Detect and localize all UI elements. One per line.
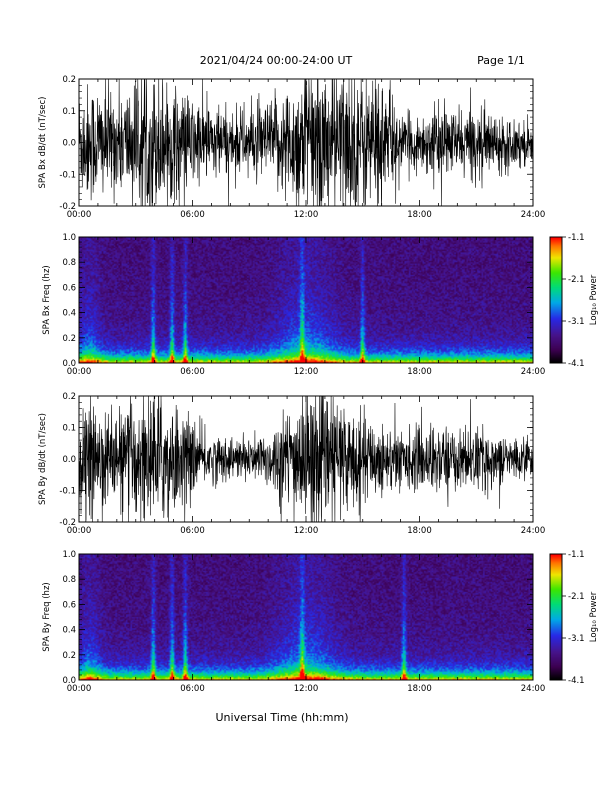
colorbar-tick-label: -2.1	[568, 275, 585, 285]
y-tick-label: 1.0	[62, 233, 76, 243]
y-tick-label: 0.8	[62, 258, 76, 268]
x-tick-label: 18:00	[407, 210, 432, 220]
x-tick-label: 00:00	[67, 367, 92, 377]
panel-by-spectrogram: 1.0 0.8 0.6 0.4 0.2 0.0 00:00 06:00 12:00 18:00 2…	[42, 550, 599, 694]
x-tick-label: 18:00	[407, 526, 432, 536]
colorbar	[550, 554, 562, 680]
colorbar-tick-label: -2.1	[568, 592, 585, 602]
x-tick-label: 24:00	[521, 526, 546, 536]
x-tick-label: 12:00	[294, 684, 319, 694]
x-tick-label: 06:00	[180, 210, 205, 220]
colorbar-tick-label: -4.1	[568, 359, 585, 369]
x-tick-label: 18:00	[407, 684, 432, 694]
colorbar-label: Log₁₀ Power	[589, 274, 599, 325]
y-axis-label: SPA By Freq (hz)	[42, 582, 52, 651]
y-tick-label: 0.1	[62, 107, 76, 117]
x-tick-label: 00:00	[67, 684, 92, 694]
by-dbdt-trace	[78, 395, 534, 523]
panel-bx-spectrogram: 1.0 0.8 0.6 0.4 0.2 0.0 00:00 06:00 12:00 18:00 2…	[42, 233, 599, 377]
x-tick-label: 06:00	[180, 684, 205, 694]
y-tick-label: -0.1	[59, 170, 76, 180]
x-axis-label: Universal Time (hh:mm)	[216, 711, 349, 724]
panel-bx-dbdt: 0.2 0.1 0.0 -0.1 -0.2 00:00 06:00 12:00 18:00 24…	[38, 75, 545, 220]
by-spectrogram-image	[79, 554, 533, 680]
colorbar-tick-label: -3.1	[568, 634, 585, 644]
y-tick-label: 0.2	[62, 651, 76, 661]
colorbar-tick-label: -1.1	[568, 550, 585, 560]
bx-dbdt-trace	[78, 78, 534, 207]
y-axis-label: SPA Bx dB/dt (nT/sec)	[38, 97, 48, 189]
colorbar	[550, 237, 562, 363]
y-tick-label: -0.2	[59, 518, 76, 528]
y-tick-label: 0.8	[62, 575, 76, 585]
x-tick-label: 12:00	[294, 526, 319, 536]
y-tick-label: -0.2	[59, 202, 76, 212]
panel-by-dbdt: 0.2 0.1 0.0 -0.1 -0.2 00:00 06:00 12:00 18:00 24…	[38, 392, 545, 536]
x-tick-label: 24:00	[521, 684, 546, 694]
x-tick-label: 12:00	[294, 367, 319, 377]
x-tick-label: 06:00	[180, 526, 205, 536]
colorbar-tick-label: -4.1	[568, 676, 585, 686]
y-tick-label: 0.0	[62, 359, 76, 369]
x-tick-label: 24:00	[521, 367, 546, 377]
x-tick-label: 24:00	[521, 210, 546, 220]
chart-title: 2021/04/24 00:00-24:00 UT	[200, 54, 353, 67]
y-tick-label: 0.4	[62, 626, 76, 636]
colorbar-tick-label: -1.1	[568, 233, 585, 243]
page-number: Page 1/1	[477, 54, 525, 67]
x-tick-label: 18:00	[407, 367, 432, 377]
x-tick-label: 12:00	[294, 210, 319, 220]
x-tick-label: 00:00	[67, 526, 92, 536]
y-axis-label: SPA By dB/dt (nT/sec)	[38, 413, 48, 505]
y-axis-label: SPA Bx Freq (hz)	[42, 265, 52, 334]
y-tick-label: 0.0	[62, 676, 76, 686]
y-tick-label: 0.4	[62, 309, 76, 319]
y-tick-label: 1.0	[62, 550, 76, 560]
y-tick-label: 0.6	[62, 600, 76, 610]
y-tick-label: 0.1	[62, 424, 76, 434]
y-tick-label: 0.0	[62, 139, 76, 149]
x-tick-label: 06:00	[180, 367, 205, 377]
colorbar-tick-label: -3.1	[568, 317, 585, 327]
colorbar-label: Log₁₀ Power	[589, 591, 599, 642]
x-tick-label: 00:00	[67, 210, 92, 220]
y-tick-label: 0.0	[62, 455, 76, 465]
bx-spectrogram-image	[79, 237, 533, 363]
y-tick-label: 0.2	[62, 392, 76, 402]
y-tick-label: 0.2	[62, 334, 76, 344]
y-tick-label: 0.6	[62, 283, 76, 293]
y-tick-label: 0.2	[62, 75, 76, 85]
y-tick-label: -0.1	[59, 487, 76, 497]
